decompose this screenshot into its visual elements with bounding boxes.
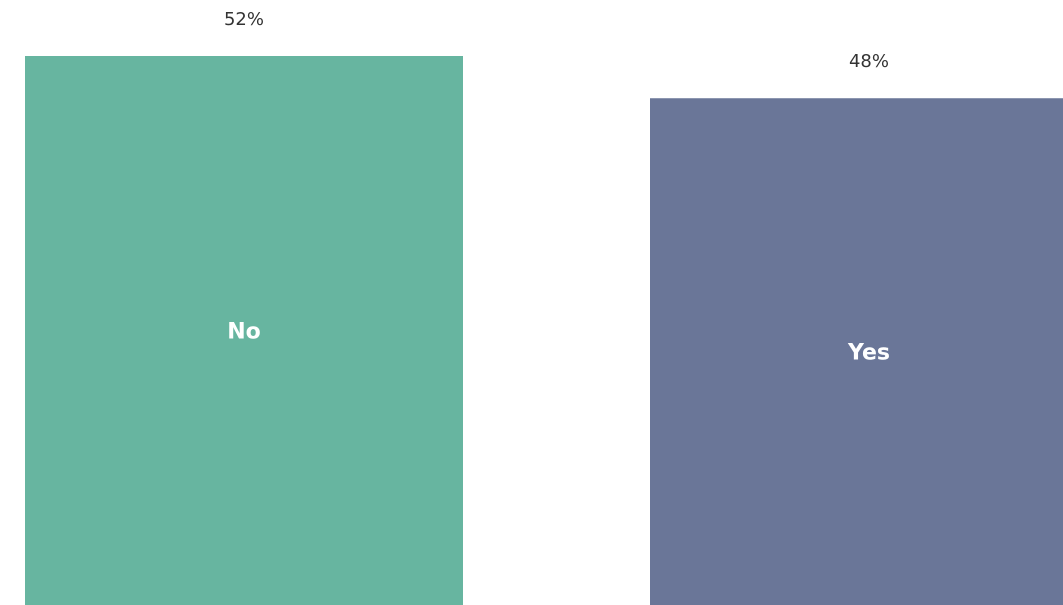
value-label: 48% — [849, 51, 889, 72]
bar — [650, 98, 1063, 605]
bar — [25, 56, 463, 605]
category-label: No — [227, 320, 261, 345]
category-label: Yes — [847, 341, 890, 366]
value-label: 52% — [224, 9, 264, 30]
